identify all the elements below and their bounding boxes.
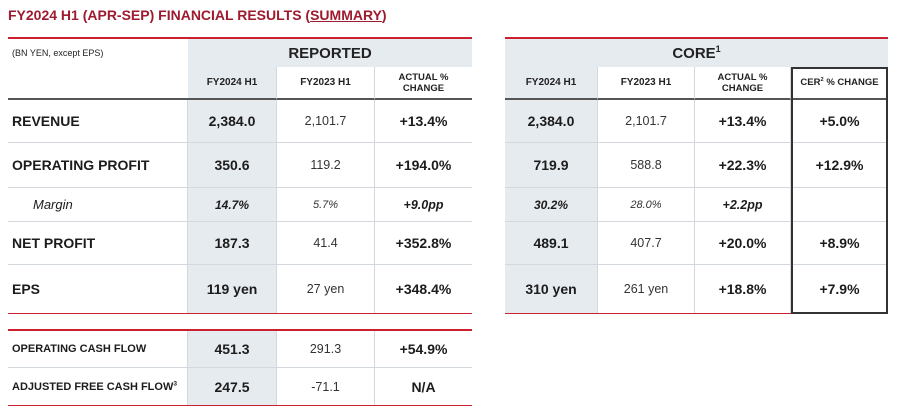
reported-net-profit-fy2024: 187.3 <box>188 222 277 265</box>
core-margin-change: +2.2pp <box>695 188 791 222</box>
reported-margin-fy2023: 5.7% <box>277 188 375 222</box>
core-revenue-change: +13.4% <box>695 100 791 143</box>
operating-cash-flow-change: +54.9% <box>375 331 472 368</box>
page-title-end: ) <box>381 7 387 23</box>
core-operating-profit-fy2023: 588.8 <box>598 143 695 188</box>
reported-revenue-fy2023: 2,101.7 <box>277 100 375 143</box>
reported-eps-fy2024: 119 yen <box>188 265 277 313</box>
core-col-cer-label: CER <box>800 77 821 88</box>
adjusted-free-cash-flow-text: ADJUSTED FREE CASH FLOW3 <box>12 379 178 393</box>
reported-operating-profit-fy2023: 119.2 <box>277 143 375 188</box>
core-net-profit-fy2023: 407.7 <box>598 222 695 265</box>
core-eps-change: +18.8% <box>695 265 791 313</box>
core-col-cer-text: CER2% CHANGE <box>800 77 878 88</box>
reported-operating-profit-fy2024: 350.6 <box>188 143 277 188</box>
core-margin-fy2024: 30.2% <box>505 188 598 222</box>
core-margin-cer-change-empty <box>791 188 888 222</box>
reported-revenue-fy2024: 2,384.0 <box>188 100 277 143</box>
core-col-cer-change: CER2% CHANGE <box>791 67 888 100</box>
units-note: (BN YEN, except EPS) <box>8 39 188 100</box>
cash-flow-table: OPERATING CASH FLOW 451.3 291.3 +54.9% A… <box>8 329 472 406</box>
reported-eps-fy2023: 27 yen <box>277 265 375 313</box>
core-footnote-marker: 1 <box>715 43 721 54</box>
reported-col-fy2024: FY2024 H1 <box>188 67 277 100</box>
adjusted-free-cash-flow-fy2024: 247.5 <box>188 368 277 405</box>
core-revenue-fy2024: 2,384.0 <box>505 100 598 143</box>
core-header-label: CORE <box>672 44 716 62</box>
core-col-fy2024: FY2024 H1 <box>505 67 598 100</box>
core-col-cer-suffix: % CHANGE <box>826 77 879 88</box>
adjusted-free-cash-flow-label: ADJUSTED FREE CASH FLOW <box>12 380 174 393</box>
core-net-profit-fy2024: 489.1 <box>505 222 598 265</box>
operating-cash-flow-fy2023: 291.3 <box>277 331 375 368</box>
core-col-change-line1: ACTUAL % <box>717 71 768 83</box>
reported-col-change-line1: ACTUAL % <box>398 71 449 83</box>
operating-cash-flow-fy2024: 451.3 <box>188 331 277 368</box>
cer-footnote-marker: 2 <box>820 76 824 83</box>
afcf-footnote-marker: 3 <box>173 379 178 387</box>
core-eps-fy2024: 310 yen <box>505 265 598 313</box>
reported-revenue-change: +13.4% <box>375 100 472 143</box>
core-net-profit-change: +20.0% <box>695 222 791 265</box>
row-label-margin: Margin <box>8 188 188 222</box>
core-margin-fy2023: 28.0% <box>598 188 695 222</box>
adjusted-free-cash-flow-fy2023: -71.1 <box>277 368 375 405</box>
core-eps-fy2023: 261 yen <box>598 265 695 313</box>
core-eps-cer-change: +7.9% <box>819 281 860 297</box>
reported-header: REPORTED <box>188 39 472 67</box>
core-col-change-line2: CHANGE <box>721 82 764 94</box>
core-header: CORE1 <box>505 39 888 67</box>
reported-table: (BN YEN, except EPS) REPORTED FY2024 H1 … <box>8 37 472 314</box>
row-label-revenue: REVENUE <box>8 100 188 143</box>
core-header-text: CORE1 <box>672 43 721 62</box>
adjusted-free-cash-flow-change: N/A <box>411 378 436 395</box>
core-col-fy2023: FY2023 H1 <box>598 67 695 100</box>
reported-eps-change: +348.4% <box>395 281 452 297</box>
reported-net-profit-fy2023: 41.4 <box>277 222 375 265</box>
row-label-eps: EPS <box>8 265 188 313</box>
core-revenue-cer-change: +5.0% <box>791 100 888 143</box>
reported-col-fy2023: FY2023 H1 <box>277 67 375 100</box>
core-col-change: ACTUAL % CHANGE <box>695 67 791 100</box>
page-title: FY2024 H1 (APR-SEP) FINANCIAL RESULTS (S… <box>8 6 387 24</box>
core-revenue-fy2023: 2,101.7 <box>598 100 695 143</box>
row-label-adjusted-free-cash-flow: ADJUSTED FREE CASH FLOW3 <box>8 368 188 405</box>
reported-col-change: ACTUAL % CHANGE <box>375 67 472 100</box>
row-label-net-profit: NET PROFIT <box>8 222 188 265</box>
core-operating-profit-fy2024: 719.9 <box>505 143 598 188</box>
reported-operating-profit-change: +194.0% <box>375 143 472 188</box>
reported-col-change-line2: CHANGE <box>402 82 445 94</box>
reported-net-profit-change: +352.8% <box>375 222 472 265</box>
reported-margin-fy2024: 14.7% <box>188 188 277 222</box>
reported-margin-change: +9.0pp <box>375 188 472 222</box>
core-net-profit-cer-change: +8.9% <box>791 222 888 265</box>
row-label-operating-profit: OPERATING PROFIT <box>8 143 188 188</box>
page-title-main: FY2024 H1 (APR-SEP) FINANCIAL RESULTS ( <box>8 7 311 23</box>
core-table: CORE1 FY2024 H1 FY2023 H1 ACTUAL % CHANG… <box>505 37 888 314</box>
core-operating-profit-change: +22.3% <box>695 143 791 188</box>
core-operating-profit-cer-change: +12.9% <box>791 143 888 188</box>
page-title-underlined: SUMMARY <box>310 7 382 23</box>
row-label-operating-cash-flow: OPERATING CASH FLOW <box>8 331 188 368</box>
